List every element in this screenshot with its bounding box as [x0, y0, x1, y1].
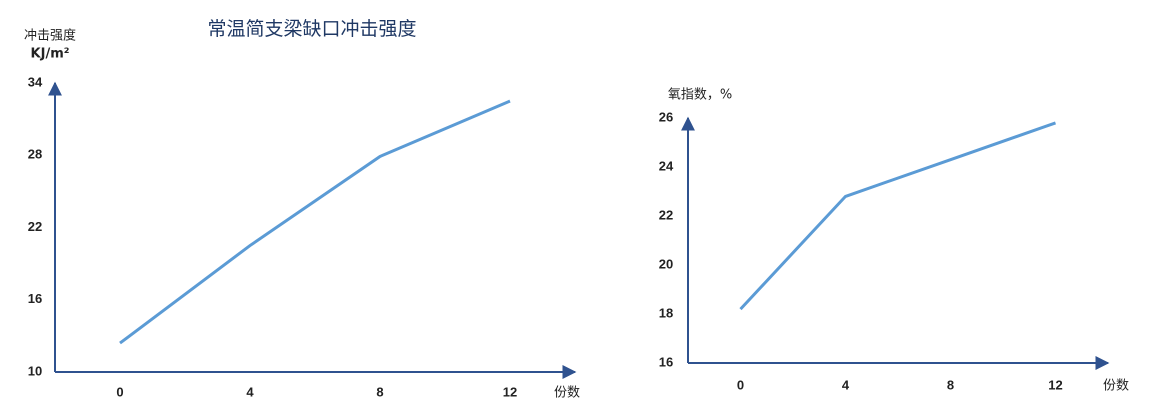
- y-tick-label: 18: [659, 305, 673, 320]
- y-axis-label: 冲击强度: [24, 28, 76, 44]
- y-tick-label: 24: [659, 158, 674, 173]
- y-tick-label: 16: [659, 354, 673, 369]
- x-tick-label: 4: [246, 384, 254, 399]
- y-tick-label: 16: [28, 291, 42, 306]
- x-axis-label: 份数: [1103, 379, 1129, 394]
- x-tick-label: 4: [842, 377, 850, 392]
- y-tick-label: 26: [659, 109, 673, 124]
- y-tick-label: 22: [28, 219, 42, 234]
- y-tick-label: 10: [28, 363, 42, 378]
- x-tick-label: 8: [947, 377, 954, 392]
- data-line: [739, 121, 1056, 311]
- data-line: [119, 99, 511, 345]
- x-tick-label: 12: [1048, 377, 1062, 392]
- x-tick-label: 8: [376, 384, 383, 399]
- y-tick-label: 28: [28, 147, 42, 162]
- x-axis-label: 份数: [554, 386, 580, 401]
- y-axis-label: KJ/m²: [31, 47, 70, 62]
- y-tick-label: 34: [28, 74, 43, 89]
- y-axis-label: 氧指数，%: [668, 88, 732, 103]
- y-tick-label: 20: [659, 256, 673, 271]
- y-tick-label: 22: [659, 207, 673, 222]
- x-tick-label: 0: [116, 384, 123, 399]
- x-tick-label: 12: [503, 384, 517, 399]
- chart-title: 常温简支梁缺口冲击强度: [207, 18, 416, 40]
- x-tick-label: 0: [737, 377, 744, 392]
